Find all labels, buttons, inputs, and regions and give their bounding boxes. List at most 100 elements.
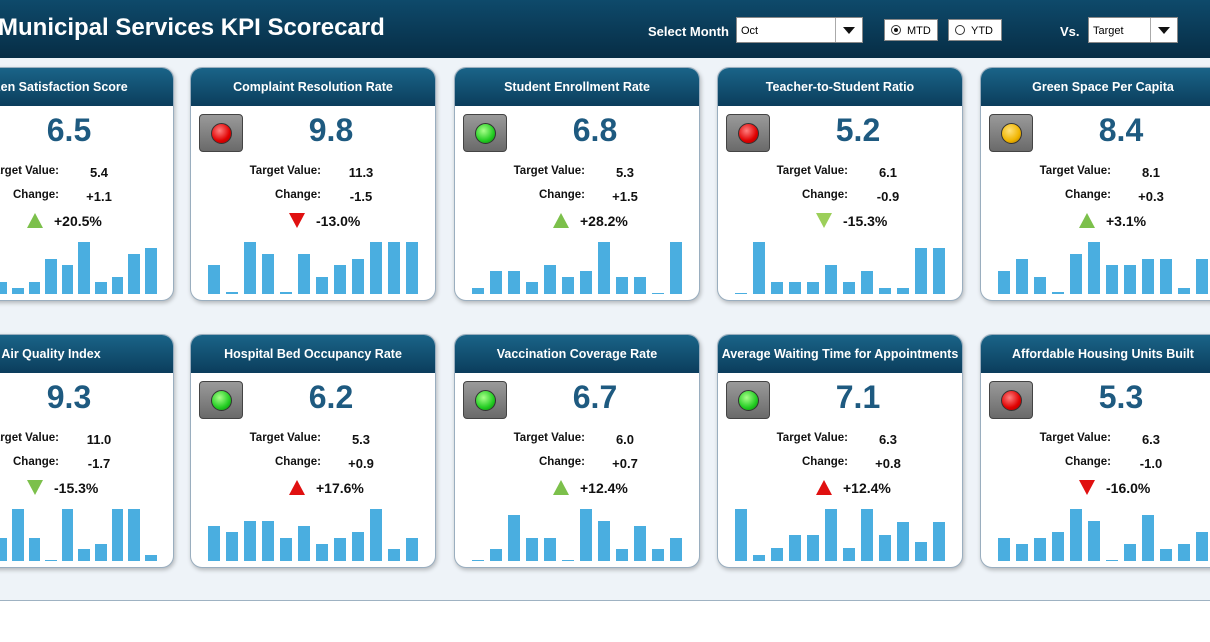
spark-bar [387, 242, 401, 294]
target-value: 11.0 [86, 432, 112, 447]
spark-bar [932, 522, 946, 561]
spark-bar [615, 549, 629, 561]
spark-bar [78, 549, 91, 561]
spark-bar [333, 265, 347, 294]
kpi-card: Affordable Housing Units Built 5.3 Target … [980, 334, 1210, 568]
kpi-card: Hospital Bed Occupancy Rate 6.2 Target Val… [190, 334, 436, 568]
kpi-value: 8.4 [1098, 112, 1144, 148]
spark-bar [111, 509, 124, 561]
trend-arrow [27, 480, 43, 495]
change-value: +0.3 [1138, 189, 1164, 204]
spark-bar [28, 282, 41, 294]
light-bulb [475, 390, 496, 411]
spark-bar [752, 242, 766, 294]
target-value: 6.1 [878, 165, 898, 180]
ytd-label: YTD [971, 25, 993, 37]
change-percent: -15.3% [54, 480, 99, 496]
kpi-value: 6.2 [308, 379, 354, 415]
spark-bar [351, 259, 365, 294]
spark-bar [824, 265, 838, 294]
change-value: -0.9 [876, 189, 900, 204]
spark-bar [1033, 537, 1047, 561]
spark-bar [28, 537, 41, 561]
top-bar: Municipal Services KPI Scorecard Select … [0, 0, 1210, 58]
card-title: Citizen Satisfaction Score [0, 68, 173, 106]
spark-bar [788, 282, 802, 294]
spark-bar [1195, 532, 1209, 561]
change-percent: -16.0% [1106, 480, 1151, 496]
spark-bar [207, 526, 221, 561]
spark-bar [651, 549, 665, 561]
spark-bar [333, 537, 347, 561]
change-label: Change: [802, 189, 848, 201]
change-label: Change: [1065, 189, 1111, 201]
spark-bar [788, 535, 802, 561]
month-dropdown[interactable]: Oct [736, 17, 863, 43]
target-label: Target Value: [249, 165, 321, 177]
dropdown-button[interactable] [1150, 18, 1177, 42]
spark-bar [1087, 520, 1101, 561]
status-light [199, 381, 243, 419]
target-value: 6.3 [878, 432, 898, 447]
spark-bar [669, 242, 683, 294]
spark-bar [860, 509, 874, 561]
dropdown-button[interactable] [835, 18, 862, 42]
spark-bar [579, 270, 593, 294]
change-value: +0.8 [875, 456, 901, 471]
spark-bar [144, 247, 157, 294]
spark-bar [489, 549, 503, 561]
spark-bar [95, 543, 107, 561]
target-value: 6.3 [1141, 432, 1161, 447]
spark-bar [896, 288, 910, 294]
spark-bar [997, 537, 1011, 561]
trend-arrow [27, 213, 43, 228]
mtd-radio[interactable]: MTD [884, 19, 938, 41]
kpi-value: 6.8 [572, 112, 618, 148]
kpi-card: Student Enrollment Rate 6.8 Target Value: 5… [454, 67, 700, 301]
spark-bar [806, 282, 820, 294]
spark-bar [806, 535, 820, 561]
spark-bar [405, 242, 419, 294]
kpi-card: Air Quality Index 9.3 Target Value: 11.0 Cha… [0, 334, 174, 568]
change-label: Change: [275, 456, 321, 468]
spark-bar [279, 292, 293, 294]
change-percent: +12.4% [580, 480, 628, 496]
trend-arrow [1079, 480, 1095, 495]
target-value: 8.1 [1141, 165, 1161, 180]
spark-bar [225, 292, 239, 294]
change-percent: +3.1% [1106, 213, 1147, 229]
dashboard-title: Municipal Services KPI Scorecard [0, 14, 385, 41]
spark-bar [11, 288, 24, 294]
light-bulb [211, 123, 232, 144]
spark-bar [95, 282, 107, 294]
spark-bar [1141, 514, 1155, 561]
target-label: Target Value: [0, 165, 59, 177]
spark-bar [1051, 532, 1065, 561]
spark-bar [561, 559, 575, 561]
kpi-card: Complaint Resolution Rate 9.8 Target Value… [190, 67, 436, 301]
spark-bar [1069, 509, 1083, 561]
kpi-card: Vaccination Coverage Rate 6.7 Target Value… [454, 334, 700, 568]
target-label: Target Value: [513, 432, 585, 444]
trend-arrow [816, 480, 832, 495]
card-title: Hospital Bed Occupancy Rate [191, 335, 435, 373]
card-title: Green Space Per Capita [981, 68, 1210, 106]
change-percent: +20.5% [54, 213, 102, 229]
light-bulb [1001, 390, 1022, 411]
target-value: 5.3 [351, 432, 371, 447]
spark-bar [752, 554, 766, 561]
spark-bar [633, 526, 647, 561]
change-value: -1.5 [349, 189, 373, 204]
spark-bar [1177, 543, 1191, 561]
vs-dropdown[interactable]: Target [1088, 17, 1178, 43]
spark-bar [243, 520, 257, 561]
spark-bar [297, 253, 311, 294]
spark-bar [633, 276, 647, 294]
ytd-radio[interactable]: YTD [948, 19, 1002, 41]
target-label: Target Value: [249, 432, 321, 444]
mtd-label: MTD [907, 25, 931, 37]
card-title: Complaint Resolution Rate [191, 68, 435, 106]
trend-arrow [1079, 213, 1095, 228]
spark-bar [597, 520, 611, 561]
spark-bar [1051, 292, 1065, 294]
